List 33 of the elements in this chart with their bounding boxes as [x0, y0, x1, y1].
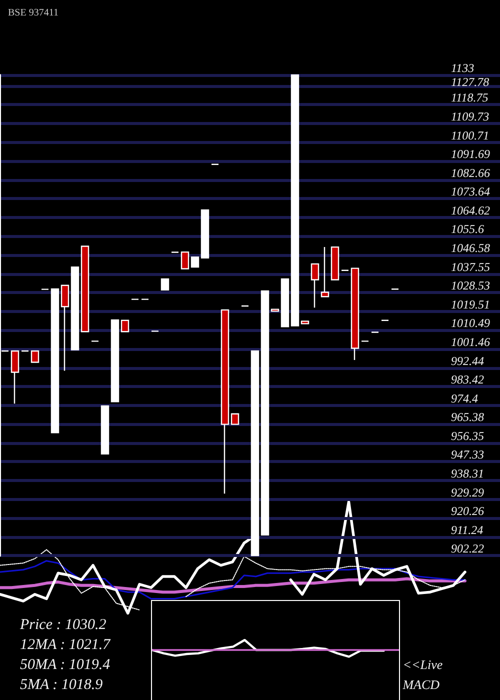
text: <<Live MACD: [402, 656, 444, 694]
y-tick-label: 1046.58: [451, 241, 490, 256]
y-tick-label: 911.24: [451, 522, 484, 537]
y-tick-label: 1073.64: [451, 184, 490, 199]
y-tick-label: 974.4: [451, 391, 478, 406]
y-tick-label: 965.38: [451, 410, 484, 424]
y-tick-label: 938.31: [451, 466, 484, 481]
y-tick-label: 1082.66: [451, 166, 490, 180]
y-tick-label: 1055.6: [451, 222, 484, 236]
text: Price : 1030.2: [20, 616, 108, 635]
y-tick-label: 920.26: [451, 504, 484, 518]
text: 50MA : 1019.4: [20, 656, 110, 675]
y-tick-label: 983.42: [451, 372, 484, 387]
y-tick-label: 1001.46: [451, 334, 490, 349]
y-tick-label: 1064.62: [451, 203, 490, 218]
y-tick-label: 1118.75: [451, 90, 488, 105]
y-tick-label: 1019.51: [451, 297, 490, 312]
y-tick-label: 929.29: [451, 485, 484, 500]
y-tick-label: 1028.53: [451, 278, 490, 293]
y-tick-label: 1091.69: [451, 147, 490, 162]
y-tick-label: 1127.78: [451, 74, 490, 89]
y-tick-label: 1100.71: [451, 128, 490, 142]
y-tick-label: 1010.49: [451, 316, 490, 330]
y-tick-label: 1133: [451, 61, 474, 75]
y-tick-label: 992.44: [451, 354, 484, 368]
y-tick-label: 947.33: [451, 448, 484, 462]
y-tick-label: 1109.73: [451, 109, 490, 124]
y-tick-label: 956.35: [451, 428, 484, 443]
y-tick-label: 1037.55: [451, 260, 490, 274]
y-tick-label: 902.22: [451, 542, 484, 556]
text: 5MA : 1018.9: [20, 676, 104, 695]
text: 12MA : 1021.7: [20, 636, 110, 655]
chart-title: BSE 937411: [8, 8, 58, 18]
